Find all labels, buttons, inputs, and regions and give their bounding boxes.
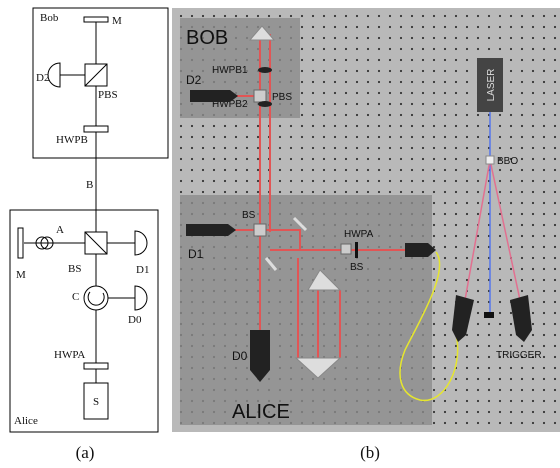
detector — [134, 285, 148, 311]
mirror — [17, 227, 24, 259]
bs-label: BS — [68, 263, 81, 275]
source — [83, 382, 109, 420]
caption: (b) — [360, 443, 380, 462]
bob-title: Bob — [40, 12, 59, 24]
hwpb1-label: HWPB1 — [212, 65, 248, 76]
bbo-label: BBO — [497, 156, 518, 167]
waveplate — [83, 125, 109, 133]
detector — [190, 90, 238, 102]
bs2-label: BS — [350, 262, 364, 273]
mirror — [83, 16, 109, 23]
alice-box — [9, 209, 159, 433]
c-label: C — [72, 291, 79, 303]
hwpa-label: HWPA — [54, 349, 85, 361]
mirror-label: M — [16, 269, 26, 281]
d2-label: D2 — [186, 73, 202, 87]
detector — [186, 224, 236, 236]
bob-box — [32, 7, 169, 159]
source-label: S — [93, 396, 99, 408]
panel-a: Bob M D2 PBS HWPB B M A BS D1 C D0 HWPA … — [9, 7, 169, 433]
laser-label: LASER — [486, 69, 497, 102]
d1-label: D1 — [188, 247, 204, 261]
mirror-label: M — [112, 15, 122, 27]
trigger-label: TRIGGER — [496, 350, 542, 361]
detector — [47, 62, 61, 88]
hwpb-label: HWPB — [56, 134, 88, 146]
pbs — [253, 89, 267, 103]
panel-b: BOB ALICE HWPB1 HWPB2 PBS D2 D1 BS HWPA … — [172, 8, 560, 432]
alice-title: Alice — [14, 415, 38, 427]
laser — [477, 58, 503, 112]
detector — [250, 330, 270, 382]
arm-label: A — [56, 224, 64, 236]
detector — [134, 230, 148, 256]
channel-label: B — [86, 179, 93, 191]
waveplate — [83, 362, 109, 370]
hwpa-label: HWPA — [344, 229, 374, 240]
d0-label: D0 — [232, 349, 248, 363]
d0-label: D0 — [128, 314, 142, 326]
caption: (a) — [76, 443, 95, 462]
pbs-label: PBS — [272, 92, 292, 103]
d1-label: D1 — [136, 264, 149, 276]
bs-label: BS — [242, 210, 256, 221]
pbs-label: PBS — [98, 89, 118, 101]
d2-label: D2 — [36, 72, 49, 84]
bob-title: BOB — [186, 27, 228, 49]
alice-title: ALICE — [232, 401, 290, 423]
hwpb2-label: HWPB2 — [212, 99, 248, 110]
